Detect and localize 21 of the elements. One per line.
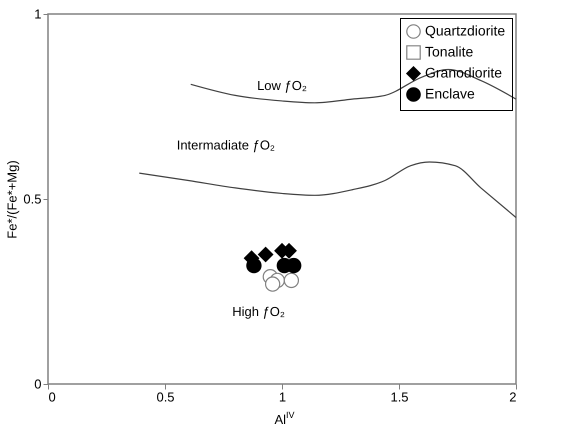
legend-label: Quartzdiorite (425, 22, 506, 38)
annotation: Intermadiate ƒO₂ (176, 137, 275, 152)
point (284, 272, 300, 288)
y-tick-label: 0.5 (23, 192, 42, 206)
legend-label: Tonalite (425, 44, 474, 60)
x-tick-label: 1.5 (390, 390, 409, 404)
x-tick-label: 1 (278, 390, 286, 404)
y-tick-label: 1 (34, 6, 42, 22)
x-tick-label: 2 (509, 390, 516, 404)
x-tick-label: 0.5 (156, 390, 175, 404)
point (258, 246, 274, 262)
y-axis-title: Fe*/(Fe*+Mg) (4, 160, 20, 239)
line-series (190, 68, 517, 104)
line-series (138, 161, 517, 218)
y-tick-label: 0 (34, 376, 42, 392)
annotation: Low ƒO₂ (257, 78, 307, 94)
point (246, 258, 262, 274)
annotation: High ƒO₂ (232, 304, 285, 319)
x-tick-label: 0 (48, 390, 56, 404)
legend-label: Enclave (425, 86, 476, 102)
point (264, 276, 280, 292)
